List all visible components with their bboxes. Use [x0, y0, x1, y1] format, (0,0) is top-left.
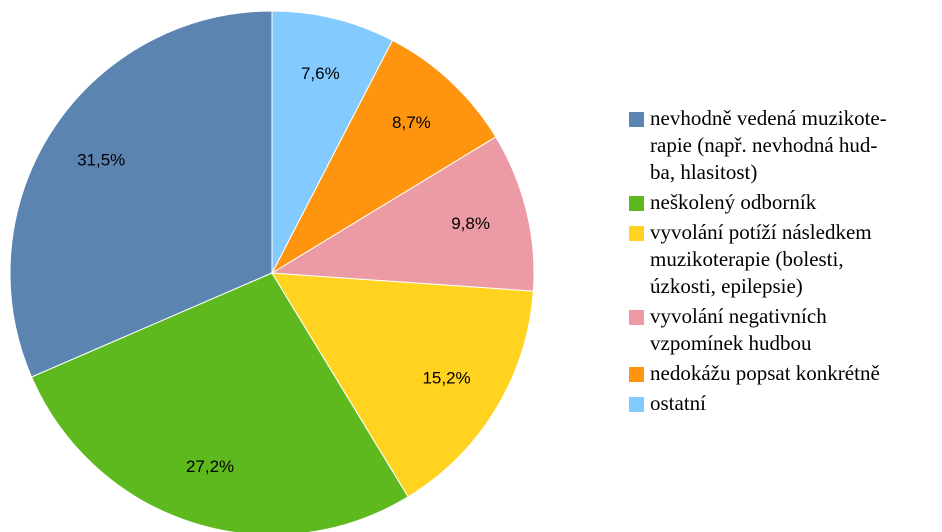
legend-label: vyvolání potíží následkem muzikoterapie (…: [650, 220, 872, 298]
legend-swatch: [629, 310, 644, 325]
legend-line: neškolený odborník: [650, 190, 817, 214]
legend-swatch: [629, 367, 644, 382]
legend-line: muzikoterapie (bolesti,: [650, 247, 844, 271]
pie-slice: [271, 272, 534, 498]
legend-swatch: [629, 196, 644, 211]
data-label: 15,2%: [422, 369, 470, 388]
legend-swatch: [629, 397, 644, 412]
legend-label: vyvolání negativních vzpomínek hudbou: [650, 304, 827, 355]
pie-slice: [270, 136, 535, 292]
legend-line: vzpomínek hudbou: [650, 331, 812, 355]
legend-line: nedokážu popsat konkrétně: [650, 361, 880, 385]
legend-line: rapie (např. nevhodná hud-: [650, 133, 877, 157]
legend-label: nevhodně vedená muzikote-rapie (např. ne…: [650, 106, 887, 184]
data-label: 27,2%: [186, 457, 234, 476]
pie-slice: [30, 272, 409, 532]
legend-line: vyvolání potíží následkem: [650, 220, 872, 244]
legend-line: úzkosti, epilepsie): [650, 274, 803, 298]
legend-line: ba, hlasitost): [650, 160, 757, 184]
legend-line: ostatní: [650, 391, 706, 415]
legend-swatch: [629, 112, 644, 127]
pie-slice: [270, 39, 497, 275]
legend-label: nedokážu popsat konkrétně: [650, 361, 880, 385]
pie-slice: [9, 10, 273, 378]
legend-label: ostatní: [650, 391, 706, 415]
data-label: 7,6%: [301, 64, 340, 83]
legend-line: vyvolání negativních: [650, 304, 827, 328]
legend-swatch: [629, 226, 644, 241]
data-label: 8,7%: [392, 113, 431, 132]
pie-slice: [271, 10, 394, 274]
legend-label: neškolený odborník: [650, 190, 817, 214]
data-label: 31,5%: [77, 150, 125, 169]
legend-line: nevhodně vedená muzikote-: [650, 106, 887, 130]
data-label: 9,8%: [451, 214, 490, 233]
